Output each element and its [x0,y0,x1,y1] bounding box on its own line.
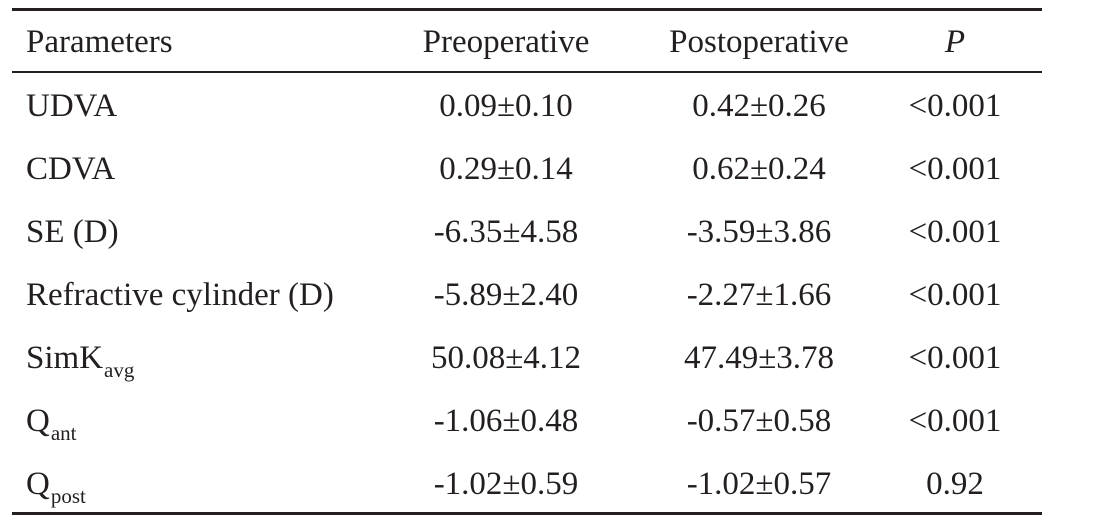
row-preoperative: -1.02±0.59 [433,466,579,502]
row-parameter: CDVA [26,138,116,200]
row-p-value: 0.92 [926,466,984,502]
parameter-name: CDVA [26,151,116,187]
row-preoperative: -1.06±0.48 [433,403,579,439]
row-postoperative: -1.02±0.57 [686,466,832,502]
table-row: Refractive cylinder (D) -5.89±2.40 -2.27… [12,264,1042,326]
table-bottom-rule [12,512,1042,515]
parameter-name: Q [26,466,50,502]
parameter-name: Refractive cylinder (D) [26,277,334,313]
row-preoperative: 0.09±0.10 [439,88,573,124]
parameter-name: SimK [26,340,104,376]
row-p-value: <0.001 [908,340,1002,376]
parameter-subscript: post [50,484,86,508]
row-parameter: Qant [26,390,77,452]
row-postoperative: 0.62±0.24 [692,151,826,187]
table-row: Qant -1.06±0.48 -0.57±0.58 <0.001 [12,390,1042,452]
parameter-subscript: avg [104,358,135,382]
parameter-subscript: ant [50,421,77,445]
row-preoperative: 0.29±0.14 [439,151,573,187]
header-postoperative: Postoperative [669,24,849,60]
row-p-value: <0.001 [908,214,1002,250]
table-row: UDVA 0.09±0.10 0.42±0.26 <0.001 [12,75,1042,137]
row-postoperative: -2.27±1.66 [686,277,832,313]
row-postoperative: 0.42±0.26 [692,88,826,124]
row-p-value: <0.001 [908,277,1002,313]
table-row: SE (D) -6.35±4.58 -3.59±3.86 <0.001 [12,201,1042,263]
row-preoperative: 50.08±4.12 [430,340,582,376]
row-postoperative: 47.49±3.78 [683,340,835,376]
row-parameter: UDVA [26,75,118,137]
row-postoperative: -0.57±0.58 [686,403,832,439]
table-row: SimKavg 50.08±4.12 47.49±3.78 <0.001 [12,327,1042,389]
row-preoperative: -5.89±2.40 [433,277,579,313]
header-preoperative: Preoperative [422,24,590,60]
table-row: CDVA 0.29±0.14 0.62±0.24 <0.001 [12,138,1042,200]
parameter-name: UDVA [26,88,118,124]
table-row: Qpost -1.02±0.59 -1.02±0.57 0.92 [12,453,1042,515]
parameter-name: Q [26,403,50,439]
row-parameter: SE (D) [26,201,120,263]
row-p-value: <0.001 [908,403,1002,439]
header-p-value: P [944,24,966,60]
row-postoperative: -3.59±3.86 [686,214,832,250]
header-parameters: Parameters [26,24,173,60]
row-parameter: Refractive cylinder (D) [26,264,335,326]
row-p-value: <0.001 [908,151,1002,187]
table-header-rule [12,71,1042,73]
table-header-row: Parameters Preoperative Postoperative P [12,11,1042,73]
row-parameter: SimKavg [26,327,134,389]
row-parameter: Qpost [26,453,86,515]
row-preoperative: -6.35±4.58 [433,214,579,250]
row-p-value: <0.001 [908,88,1002,124]
table-top-rule [12,8,1042,11]
parameter-name: SE (D) [26,214,119,250]
